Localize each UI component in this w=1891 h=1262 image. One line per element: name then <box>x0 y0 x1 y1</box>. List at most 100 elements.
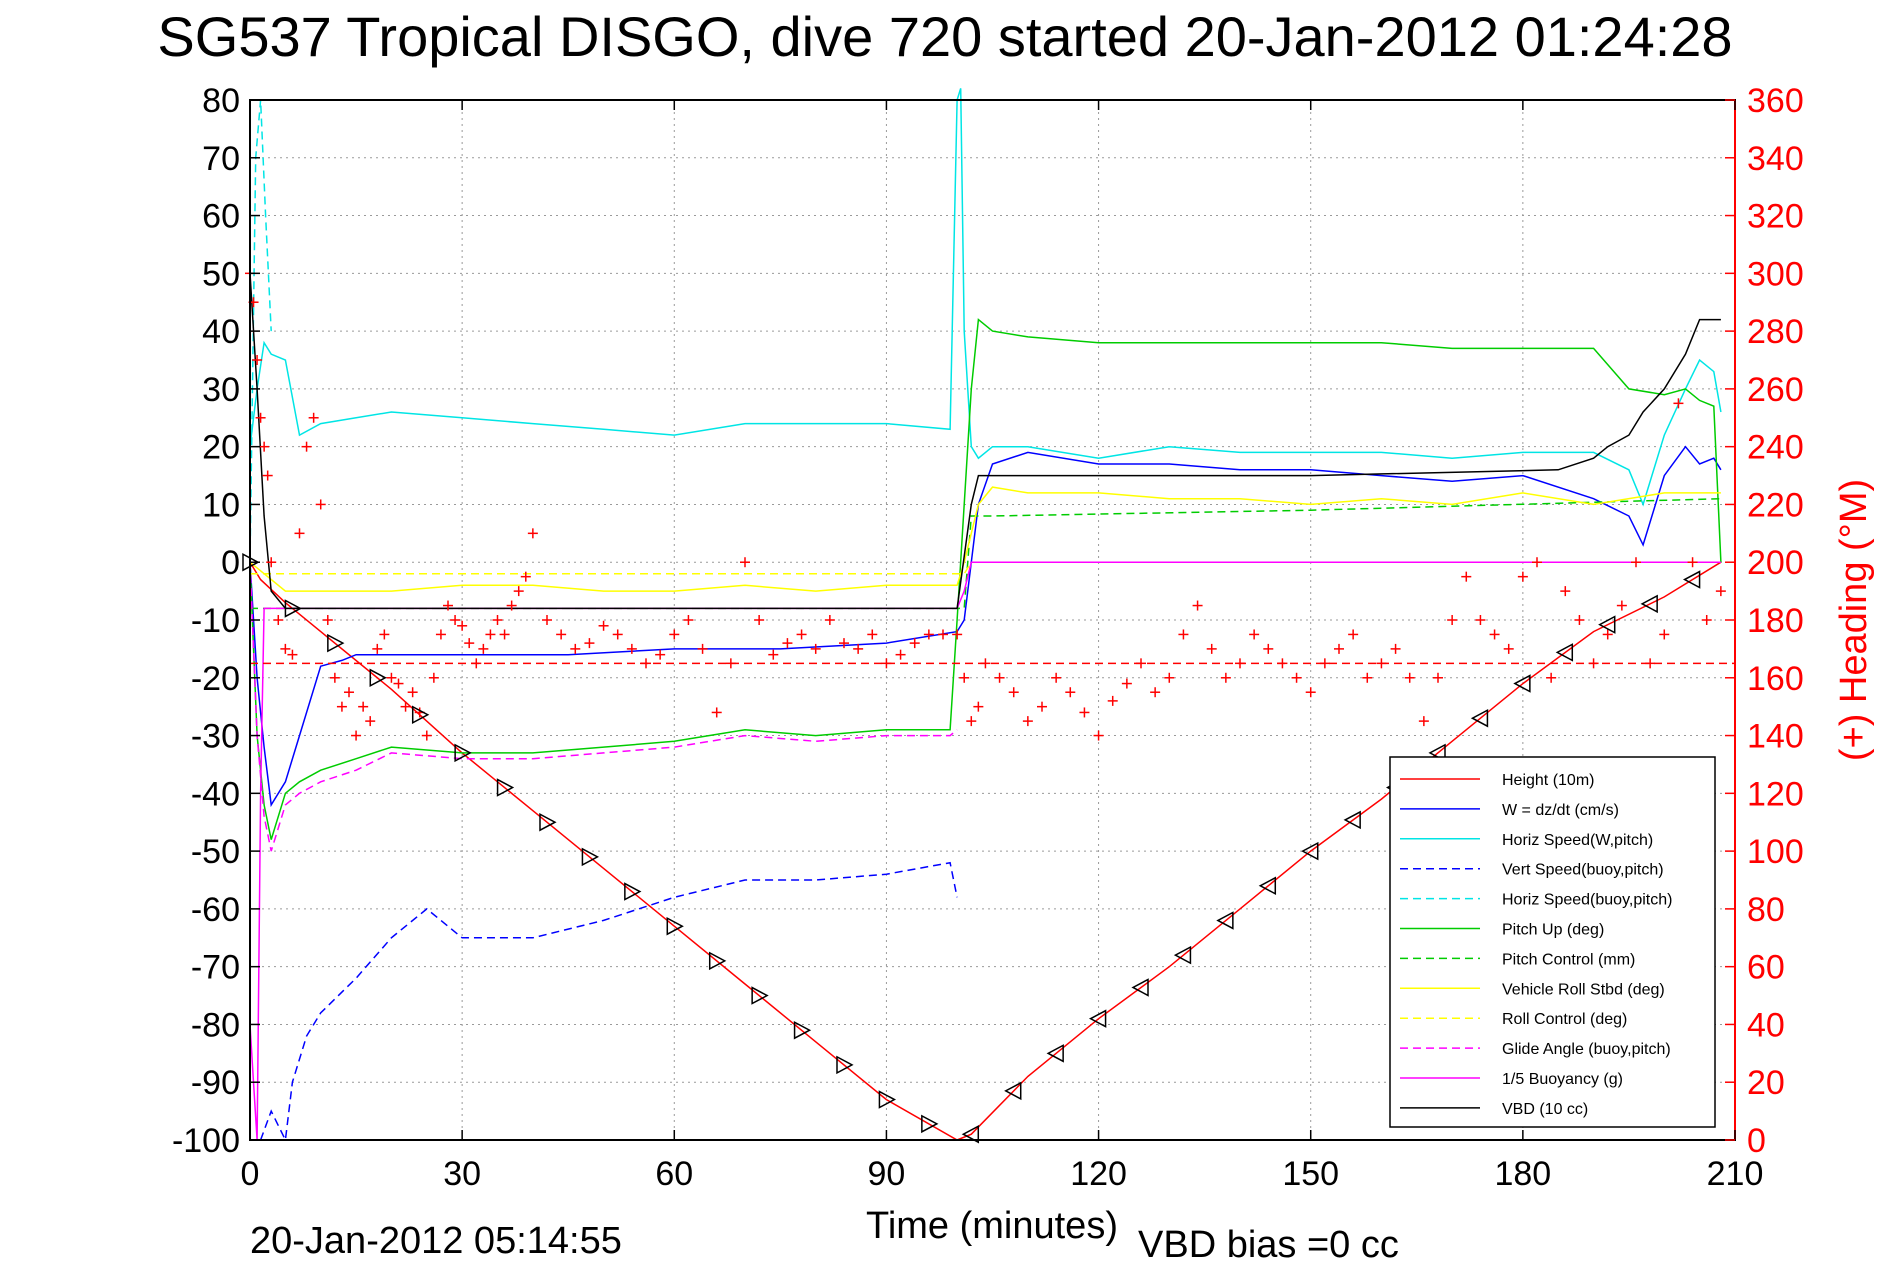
footer-timestamp: 20-Jan-2012 05:14:55 <box>250 1220 622 1262</box>
heading-point <box>1376 658 1387 669</box>
height-marker <box>539 812 557 832</box>
x-axis-label: Time (minutes) <box>866 1205 1118 1247</box>
height-marker <box>1555 643 1574 662</box>
heading-point <box>697 643 708 654</box>
heading-point <box>1418 716 1429 727</box>
y-tick-label: -60 <box>191 891 240 929</box>
heading-point <box>478 643 489 654</box>
right-y-axis-ticks: 3603403203002802602402202001801601401201… <box>1725 82 1804 1160</box>
heading-point <box>853 643 864 654</box>
height-marker <box>1470 708 1489 728</box>
height-marker <box>666 916 684 936</box>
height-marker <box>624 882 642 901</box>
height-marker <box>1088 1009 1107 1028</box>
height-marker <box>1216 911 1234 930</box>
heading-point <box>1065 687 1076 698</box>
right-y-tick-label: 140 <box>1747 718 1804 756</box>
legend-box <box>1389 756 1716 1128</box>
heading-point <box>994 672 1005 683</box>
heading-point <box>255 412 266 423</box>
heading-point <box>1588 658 1599 669</box>
heading-point <box>506 600 517 611</box>
heading-point <box>287 649 298 660</box>
legend-label: Vehicle Roll Stbd (deg) <box>1502 981 1665 998</box>
height-marker <box>369 668 387 688</box>
right-y-tick-label: 280 <box>1747 313 1804 351</box>
heading-point <box>372 643 383 654</box>
heading-point <box>322 615 333 625</box>
y-axis-ticks: 80 70 60 50 40 30 20 10 0 -10 -20 -30 -40 -50 -60 -70 -8… <box>172 82 260 1160</box>
x-tick-label: 210 <box>1707 1155 1764 1193</box>
height-marker <box>411 705 430 725</box>
heading-point <box>308 412 319 423</box>
heading-point <box>513 586 524 597</box>
heading-point <box>1489 629 1500 640</box>
heading-point <box>1037 701 1047 712</box>
right-y-tick-label: 300 <box>1747 255 1804 293</box>
heading-point <box>867 629 878 640</box>
heading-point <box>358 701 369 712</box>
right-y-tick-label: 180 <box>1747 602 1804 640</box>
heading-point <box>655 649 666 660</box>
heading-point <box>1121 678 1132 689</box>
height-marker <box>327 633 345 653</box>
heading-point <box>1022 716 1033 727</box>
heading-point <box>457 620 468 631</box>
y-tick-label: -40 <box>191 775 240 813</box>
right-y-tick-label: 340 <box>1747 140 1804 178</box>
heading-point <box>273 615 284 625</box>
legend-label: Horiz Speed(buoy,pitch) <box>1502 892 1672 909</box>
series-line-1-5-buoyancy-g <box>249 561 1721 1141</box>
heading-point <box>959 672 970 683</box>
heading-point <box>344 687 354 698</box>
heading-point <box>464 638 475 649</box>
heading-point <box>1319 658 1330 669</box>
heading-point <box>973 701 984 712</box>
legend-label: Roll Control (deg) <box>1502 1011 1627 1028</box>
legend-label: Height (10m) <box>1502 772 1594 789</box>
heading-point <box>1503 643 1514 654</box>
y-tick-label: 60 <box>202 198 240 236</box>
chart-legend: Height (10m) W = dz/dt (cm/s) Horiz Speed(… <box>1389 756 1716 1128</box>
heading-point <box>1461 571 1472 582</box>
right-y-tick-label: 220 <box>1747 486 1804 524</box>
heading-point <box>1517 571 1528 582</box>
heading-point <box>1390 643 1401 654</box>
heading-point <box>407 687 418 698</box>
heading-point <box>400 701 411 712</box>
heading-point <box>725 658 736 669</box>
height-marker <box>454 743 472 763</box>
heading-point <box>768 649 779 660</box>
heading-point <box>1263 643 1274 654</box>
heading-point <box>556 629 567 640</box>
heading-point <box>683 615 694 625</box>
height-marker <box>1343 810 1361 830</box>
x-tick-label: 60 <box>655 1155 693 1193</box>
y-tick-label: 0 <box>221 544 240 582</box>
y-tick-label: 80 <box>202 82 240 120</box>
height-marker <box>1046 1044 1064 1063</box>
heading-point <box>1447 615 1458 625</box>
heading-point <box>641 658 651 669</box>
right-y-tick-label: 320 <box>1747 198 1804 236</box>
heading-point <box>336 701 347 712</box>
y-tick-label: 40 <box>202 313 240 351</box>
heading-point <box>612 629 623 640</box>
heading-point <box>1150 687 1161 698</box>
x-axis-ticks: 0 30 60 90 120 150 180 210 <box>241 100 1764 1193</box>
heading-point <box>259 441 270 452</box>
y-tick-label: -20 <box>191 660 240 698</box>
legend-label: Vert Speed(buoy,pitch) <box>1502 862 1664 879</box>
height-marker <box>581 847 600 867</box>
y-tick-label: 30 <box>202 371 240 409</box>
heading-point <box>1136 658 1146 669</box>
heading-point <box>499 629 510 640</box>
y-tick-label: -50 <box>191 833 240 871</box>
heading-point <box>266 557 277 568</box>
heading-point <box>252 355 263 365</box>
heading-point <box>669 629 680 640</box>
height-marker <box>1173 945 1192 965</box>
legend-label: W = dz/dt (cm/s) <box>1502 802 1619 819</box>
heading-point <box>280 643 291 654</box>
heading-point <box>1673 398 1684 409</box>
